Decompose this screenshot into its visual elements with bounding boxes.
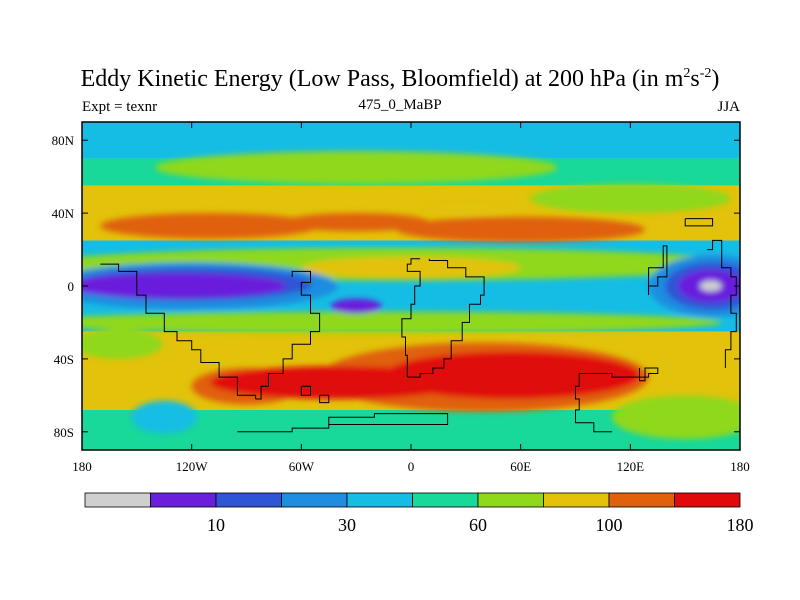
chart-subtitle: 475_0_MaBP — [358, 97, 442, 113]
north-jet-west — [100, 213, 320, 239]
north-yellow-gap — [420, 204, 512, 215]
coast-north-box — [684, 218, 714, 227]
colorbar-swatch-5 — [412, 492, 479, 508]
colorbar-label-4: 180 — [727, 515, 754, 535]
colorbar-label-3: 100 — [596, 515, 623, 535]
colorbar-swatch-0 — [84, 492, 151, 508]
north-jet-central — [283, 213, 430, 232]
coast-australia-west — [575, 373, 613, 433]
colorbar-swatch-2 — [215, 492, 282, 508]
season-label: JJA — [717, 99, 740, 115]
south-green-west — [82, 329, 163, 359]
colorbar-swatch-7 — [543, 492, 610, 508]
north-green-patch — [155, 151, 558, 184]
colorbar-label-0: 10 — [207, 515, 225, 535]
colorbar: 10 30 60 100 180 — [84, 492, 754, 535]
x-tick-label-2: 60W — [289, 459, 315, 474]
x-tick-label-6: 180 — [730, 459, 750, 474]
coastlines — [100, 218, 737, 433]
y-tick-label-1: 40N — [52, 206, 75, 221]
y-tick-label-4: 80S — [54, 425, 74, 440]
coast-australia-east — [584, 367, 659, 382]
x-tick-label-4: 60E — [510, 459, 531, 474]
colorbar-label-1: 30 — [338, 515, 356, 535]
tropics-gray-core — [699, 280, 722, 292]
experiment-label: Expt = texnr — [82, 99, 158, 115]
y-tick-label-3: 40S — [54, 352, 74, 367]
coast-south-america-east — [255, 270, 321, 400]
coast-africa-east — [407, 258, 485, 378]
axis-ticks: 180 120W 60W 0 60E 120E 180 80N 40N 0 40S 80S — [52, 122, 750, 474]
tropics-purple-west — [82, 273, 287, 299]
colorbar-swatch-1 — [150, 492, 217, 508]
colorbar-swatch-6 — [477, 492, 544, 508]
x-tick-label-5: 120E — [617, 459, 645, 474]
north-green-patch-east — [529, 183, 731, 214]
plot-area — [82, 122, 740, 450]
chart-title: Eddy Kinetic Energy (Low Pass, Bloomfiel… — [80, 66, 720, 92]
y-tick-label-0: 80N — [52, 133, 75, 148]
colorbar-swatch-8 — [608, 492, 675, 508]
colorbar-swatch-4 — [346, 492, 413, 508]
south-cyan-southwest — [131, 400, 198, 434]
coast-small-island-2 — [300, 385, 311, 396]
coast-africa-west — [401, 258, 421, 378]
x-tick-label-1: 120W — [176, 459, 209, 474]
coast-pacific-islands — [648, 245, 668, 296]
colorbar-label-2: 60 — [469, 515, 487, 535]
tropics-purple-atlantic — [330, 298, 382, 314]
y-tick-label-2: 0 — [68, 279, 75, 294]
coast-small-island — [319, 394, 330, 404]
north-jet-east — [396, 216, 645, 243]
coast-south-america-west — [100, 263, 257, 399]
south-jet-core-east — [383, 351, 640, 399]
south-green-east — [612, 395, 740, 440]
colorbar-swatch-9 — [674, 492, 741, 508]
tropics-green-south — [82, 311, 722, 334]
x-tick-label-3: 0 — [408, 459, 415, 474]
colorbar-swatch-3 — [281, 492, 348, 508]
coast-east-pacific — [707, 239, 737, 368]
coast-antarctic-shelf — [237, 413, 449, 433]
x-tick-label-0: 180 — [72, 459, 92, 474]
